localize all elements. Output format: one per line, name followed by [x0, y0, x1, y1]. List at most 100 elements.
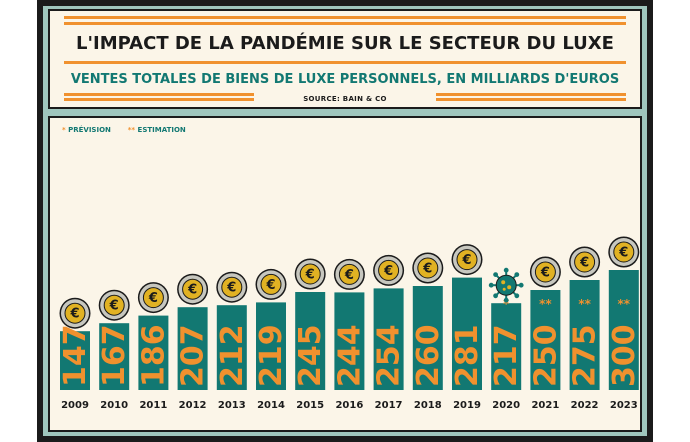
bar-group: 245 2015 €: [293, 258, 328, 411]
virus-spot: [502, 287, 506, 291]
bar-marker: **: [539, 297, 552, 311]
header-stripe-top-1: [64, 16, 626, 19]
legend-forecast-label: PRÉVISION: [68, 126, 111, 134]
coin-center: [338, 263, 360, 285]
source-note: SOURCE: BAIN & CO: [303, 95, 387, 103]
legend-estimate-label: ESTIMATION: [137, 126, 186, 134]
bar-group: 207 2012 €: [176, 273, 211, 411]
header-stripe-mid: [64, 61, 626, 64]
bar-group: 147 2009 €: [58, 297, 93, 411]
bar: [334, 292, 365, 390]
bar-group: 186 2011 €: [136, 282, 171, 411]
virus-spike-tip: [493, 272, 498, 277]
bar-chart: 147 2009 €167 2010 €186 2011 €207 2012 €212 2013 €…: [58, 236, 640, 411]
bar-value-label: 275: [568, 324, 603, 387]
euro-symbol: €: [69, 307, 79, 322]
year-tick-label: 2009: [61, 400, 89, 411]
bar-value-label: 250: [528, 324, 563, 387]
virus-spike-tip: [488, 282, 494, 288]
year-tick-label: 2013: [218, 400, 246, 411]
coin-center: [260, 273, 282, 295]
euro-symbol: €: [265, 278, 275, 293]
euro-symbol: €: [226, 281, 236, 296]
euro-coin-icon: €: [216, 271, 248, 303]
bar-marker: *: [503, 297, 510, 311]
bar: [216, 305, 247, 390]
year-tick-label: 2012: [179, 400, 207, 411]
bar-group: 244 2016 €: [332, 258, 367, 411]
bar: [530, 290, 561, 390]
year-tick-label: 2011: [139, 400, 167, 411]
bar-group: 275 ** 2022 €: [568, 246, 603, 411]
virus-spike-tip: [518, 282, 524, 288]
bar-value-label: 245: [293, 324, 328, 387]
virus-icon: [488, 267, 524, 303]
year-tick-label: 2022: [571, 400, 599, 411]
virus-spike-tip: [493, 293, 498, 299]
coin-center: [142, 287, 164, 309]
bar-value-label: 281: [450, 324, 485, 387]
year-tick-label: 2015: [296, 400, 324, 411]
year-tick-label: 2019: [453, 400, 481, 411]
virus-spike-tip: [514, 272, 520, 277]
bar-value-label: 260: [411, 324, 446, 387]
euro-coin-icon: €: [59, 297, 91, 329]
year-tick-label: 2016: [335, 400, 363, 411]
euro-coin-icon: €: [608, 236, 640, 268]
infographic-poster: L'IMPACT DE LA PANDÉMIE SUR LE SECTEUR D…: [37, 0, 653, 442]
poster-frame: L'IMPACT DE LA PANDÉMIE SUR LE SECTEUR D…: [43, 6, 647, 436]
coin-center: [534, 261, 556, 283]
bar-value-label: 300: [607, 324, 640, 387]
bar: [295, 292, 326, 390]
header-stripe-top-2: [64, 22, 626, 25]
euro-symbol: €: [109, 299, 119, 314]
bar-marker: **: [618, 297, 631, 311]
bar-group: 212 2013 €: [215, 271, 250, 411]
year-tick-label: 2010: [100, 400, 128, 411]
chart-subtitle: VENTES TOTALES DE BIENS DE LUXE PERSONNE…: [70, 72, 620, 87]
coin-center: [456, 249, 478, 271]
coin-center: [103, 294, 125, 316]
year-tick-label: 2014: [257, 400, 285, 411]
header-stripe-bottom-right-2: [436, 98, 626, 101]
coin-center: [64, 302, 86, 324]
coin-center: [182, 278, 204, 300]
bar: [177, 307, 208, 390]
euro-symbol: €: [461, 253, 471, 268]
euro-coin-icon: €: [255, 268, 287, 300]
virus-spot: [507, 285, 512, 290]
bar-group: 219 2014 €: [254, 268, 289, 411]
bar-group: 300 ** 2023 €: [607, 236, 640, 411]
coin-center: [613, 241, 635, 263]
euro-symbol: €: [187, 283, 197, 298]
bar-group: 260 2018 €: [411, 252, 446, 411]
bar-value-label: 217: [489, 324, 524, 387]
virus-spot: [501, 280, 506, 285]
euro-symbol: €: [422, 262, 432, 277]
coin-center: [417, 257, 439, 279]
bar-group: 281 2019 €: [450, 244, 485, 411]
legend-estimate-marker: **: [127, 126, 136, 134]
euro-symbol: €: [618, 246, 628, 261]
bar-group: 217 * 2020: [488, 267, 524, 411]
bar-value-label: 244: [332, 324, 367, 387]
virus-spike-tip: [514, 293, 520, 299]
euro-coin-icon: €: [137, 282, 169, 314]
euro-coin-icon: €: [333, 258, 365, 290]
bar: [373, 288, 404, 390]
bar-value-label: 167: [97, 324, 132, 387]
chart-title: L'IMPACT DE LA PANDÉMIE SUR LE SECTEUR D…: [76, 33, 614, 54]
euro-coin-icon: €: [98, 289, 130, 321]
bar-value-label: 219: [254, 324, 289, 387]
bar-value-label: 212: [215, 324, 250, 387]
euro-coin-icon: €: [294, 258, 326, 290]
bar: [99, 323, 130, 390]
virus-spike-tip: [503, 267, 509, 273]
euro-symbol: €: [305, 268, 315, 283]
bar-value-label: 186: [136, 324, 171, 387]
coin-center: [221, 276, 243, 298]
euro-coin-icon: €: [569, 246, 601, 278]
bar: [491, 303, 522, 390]
bar: [569, 280, 600, 390]
chart-panel: * PRÉVISION ** ESTIMATION 147 2009 €167 201…: [48, 116, 642, 432]
